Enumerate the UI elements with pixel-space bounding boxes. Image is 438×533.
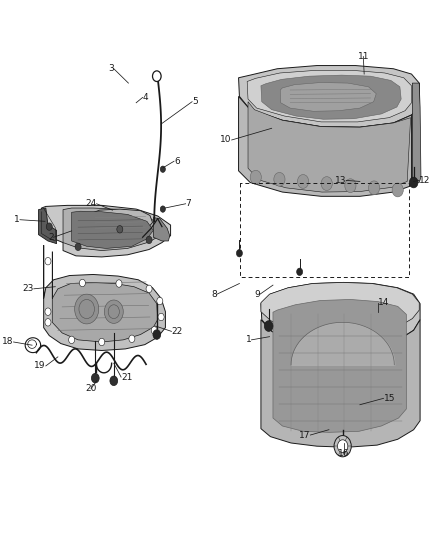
- Polygon shape: [239, 96, 411, 196]
- Polygon shape: [261, 282, 419, 336]
- Circle shape: [75, 243, 81, 251]
- Circle shape: [79, 279, 85, 287]
- Polygon shape: [411, 83, 419, 185]
- Circle shape: [237, 249, 242, 257]
- Circle shape: [45, 308, 51, 316]
- Circle shape: [69, 336, 74, 344]
- Circle shape: [392, 183, 403, 197]
- Circle shape: [108, 305, 120, 319]
- Text: 23: 23: [22, 284, 34, 293]
- Circle shape: [274, 172, 285, 186]
- Text: 19: 19: [34, 361, 46, 370]
- Text: 2: 2: [48, 233, 53, 242]
- Circle shape: [117, 225, 123, 233]
- Circle shape: [297, 174, 309, 188]
- Polygon shape: [239, 66, 419, 127]
- Circle shape: [158, 313, 164, 321]
- Polygon shape: [247, 70, 411, 122]
- Text: 5: 5: [192, 97, 198, 106]
- Circle shape: [146, 285, 152, 293]
- Circle shape: [92, 373, 99, 383]
- Polygon shape: [261, 75, 401, 119]
- Circle shape: [110, 376, 118, 385]
- Circle shape: [153, 330, 161, 340]
- Circle shape: [345, 179, 356, 192]
- Polygon shape: [39, 208, 57, 244]
- Text: 14: 14: [378, 298, 389, 307]
- Polygon shape: [280, 83, 376, 111]
- Circle shape: [46, 223, 52, 230]
- Polygon shape: [42, 205, 170, 257]
- Circle shape: [297, 268, 303, 276]
- Circle shape: [74, 294, 99, 324]
- Text: 24: 24: [85, 199, 97, 208]
- Text: 21: 21: [121, 373, 132, 382]
- Circle shape: [160, 206, 166, 212]
- Text: 11: 11: [357, 52, 369, 61]
- Text: 1: 1: [14, 215, 20, 224]
- Circle shape: [152, 71, 161, 82]
- Polygon shape: [273, 300, 406, 432]
- Circle shape: [160, 166, 166, 172]
- Circle shape: [368, 181, 380, 195]
- Circle shape: [321, 176, 332, 190]
- Text: 15: 15: [384, 394, 395, 403]
- Text: 12: 12: [419, 176, 431, 185]
- Text: 10: 10: [220, 135, 232, 144]
- Circle shape: [45, 257, 51, 265]
- Polygon shape: [261, 282, 420, 348]
- Circle shape: [45, 319, 51, 326]
- Circle shape: [129, 335, 135, 343]
- Polygon shape: [248, 102, 411, 192]
- Circle shape: [410, 177, 418, 188]
- Text: 13: 13: [335, 176, 346, 185]
- Text: 9: 9: [254, 289, 260, 298]
- Polygon shape: [52, 252, 158, 342]
- Circle shape: [146, 236, 152, 244]
- Text: 3: 3: [108, 64, 114, 73]
- Polygon shape: [261, 320, 420, 447]
- Text: 8: 8: [211, 289, 217, 298]
- Circle shape: [79, 300, 95, 319]
- Text: 17: 17: [299, 431, 311, 440]
- Text: 6: 6: [174, 157, 180, 166]
- Text: 7: 7: [186, 199, 191, 208]
- Polygon shape: [63, 208, 160, 251]
- Text: 16: 16: [338, 449, 349, 458]
- Text: 18: 18: [2, 337, 14, 346]
- Circle shape: [338, 440, 348, 453]
- Text: 1: 1: [246, 335, 251, 344]
- Circle shape: [334, 435, 351, 457]
- Circle shape: [157, 297, 163, 305]
- Text: 22: 22: [171, 327, 183, 336]
- Polygon shape: [44, 245, 166, 351]
- Circle shape: [99, 338, 105, 346]
- Polygon shape: [412, 83, 421, 182]
- Circle shape: [265, 321, 273, 332]
- Polygon shape: [72, 211, 153, 248]
- Text: 20: 20: [85, 384, 97, 393]
- Circle shape: [116, 280, 122, 287]
- Circle shape: [151, 327, 157, 334]
- Polygon shape: [88, 209, 152, 233]
- Polygon shape: [153, 217, 170, 241]
- Text: 4: 4: [143, 93, 148, 102]
- Circle shape: [104, 300, 123, 324]
- Circle shape: [250, 170, 261, 184]
